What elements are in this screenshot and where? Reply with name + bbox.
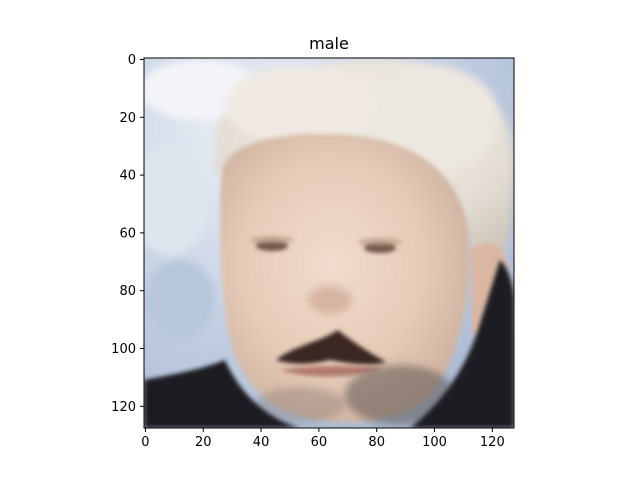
x-tick-label: 0 [141, 435, 149, 450]
x-tick-label: 80 [368, 435, 385, 450]
axes-frame [143, 57, 515, 429]
y-tick-label: 120 [111, 400, 136, 415]
y-tick-label: 60 [119, 226, 136, 241]
x-tick-label: 60 [311, 435, 328, 450]
y-tick-label: 80 [119, 284, 136, 299]
x-tick-label: 40 [253, 435, 270, 450]
lips [280, 365, 382, 377]
mustache [276, 330, 386, 365]
y-tick-label: 100 [111, 342, 136, 357]
x-tick-label: 20 [195, 435, 212, 450]
y-tick-label: 40 [119, 169, 136, 184]
nose [308, 286, 352, 314]
jacket [144, 260, 514, 428]
x-axis: 0 20 40 60 80 100 120 [141, 428, 505, 450]
y-tick-label: 0 [128, 53, 136, 68]
y-axis: 0 20 40 60 80 100 120 [111, 53, 144, 415]
y-tick-label: 20 [119, 111, 136, 126]
stubble [255, 365, 455, 425]
x-tick-label: 100 [422, 435, 447, 450]
face-photo [144, 58, 514, 428]
x-tick-label: 120 [480, 435, 505, 450]
chart-title: male [309, 34, 349, 53]
face [219, 133, 470, 423]
eyes [250, 236, 402, 253]
